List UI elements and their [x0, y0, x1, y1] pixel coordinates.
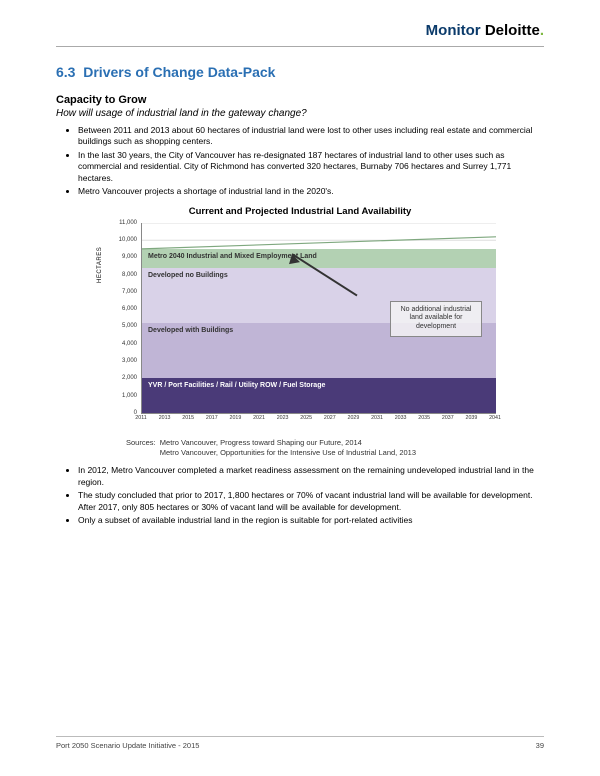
y-tick: 11,000: [119, 220, 137, 226]
section-number: 6.3: [56, 64, 75, 80]
x-tick: 2031: [371, 415, 383, 421]
source-line-1: Metro Vancouver, Progress toward Shaping…: [160, 438, 362, 447]
y-tick: 3,000: [122, 358, 137, 364]
x-tick: 2041: [489, 415, 501, 421]
y-tick: 9,000: [122, 254, 137, 260]
x-tick: 2033: [395, 415, 407, 421]
chart-band-label: Metro 2040 Industrial and Mixed Employme…: [148, 253, 317, 260]
section-heading: 6.3 Drivers of Change Data-Pack: [56, 64, 544, 80]
list-item: In 2012, Metro Vancouver completed a mar…: [78, 465, 544, 488]
bullet-list-top: Between 2011 and 2013 about 60 hectares …: [78, 125, 544, 198]
x-tick: 2035: [418, 415, 430, 421]
x-tick: 2029: [347, 415, 359, 421]
y-tick: 4,000: [122, 341, 137, 347]
chart-callout: No additional industrial land available …: [390, 301, 482, 337]
x-ticks: 2011201320152017201920212023202520272029…: [141, 415, 495, 427]
header-rule: [56, 46, 544, 47]
x-tick: 2013: [159, 415, 171, 421]
footer: Port 2050 Scenario Update Initiative - 2…: [56, 736, 544, 750]
y-tick: 2,000: [122, 375, 137, 381]
list-item: Between 2011 and 2013 about 60 hectares …: [78, 125, 544, 148]
y-ticks: 01,0002,0003,0004,0005,0006,0007,0008,00…: [105, 223, 139, 413]
sources-label: Sources:: [126, 438, 156, 447]
x-tick: 2023: [277, 415, 289, 421]
chart: HECTARES 01,0002,0003,0004,0005,0006,000…: [105, 223, 495, 428]
x-tick: 2039: [465, 415, 477, 421]
brand-monitor: Monitor: [426, 22, 485, 39]
x-tick: 2027: [324, 415, 336, 421]
list-item: Metro Vancouver projects a shortage of i…: [78, 186, 544, 197]
x-tick: 2025: [300, 415, 312, 421]
source-line-2: Metro Vancouver, Opportunities for the I…: [160, 448, 416, 457]
x-tick: 2021: [253, 415, 265, 421]
y-tick: 7,000: [122, 289, 137, 295]
y-axis-label: HECTARES: [97, 247, 103, 283]
brand-logo: Monitor Deloitte.: [426, 22, 544, 39]
section-title: Drivers of Change Data-Pack: [83, 64, 275, 80]
chart-band-label: Developed no Buildings: [148, 272, 228, 279]
y-tick: 5,000: [122, 323, 137, 329]
y-tick: 1,000: [122, 393, 137, 399]
x-tick: 2015: [182, 415, 194, 421]
x-tick: 2037: [442, 415, 454, 421]
brand-dot: .: [540, 22, 544, 39]
x-tick: 2019: [229, 415, 241, 421]
bullet-list-bottom: In 2012, Metro Vancouver completed a mar…: [78, 465, 544, 526]
plot-area: YVR / Port Facilities / Rail / Utility R…: [141, 223, 496, 414]
page: Monitor Deloitte. 6.3 Drivers of Change …: [0, 0, 600, 776]
x-tick: 2017: [206, 415, 218, 421]
y-tick: 6,000: [122, 306, 137, 312]
footer-left: Port 2050 Scenario Update Initiative - 2…: [56, 741, 199, 750]
chart-title: Current and Projected Industrial Land Av…: [56, 206, 544, 217]
y-tick: 8,000: [122, 272, 137, 278]
question: How will usage of industrial land in the…: [56, 108, 544, 119]
subheading: Capacity to Grow: [56, 94, 544, 106]
chart-band-label: Developed with Buildings: [148, 327, 233, 334]
chart-band-label: YVR / Port Facilities / Rail / Utility R…: [148, 382, 325, 389]
sources: Sources: Metro Vancouver, Progress towar…: [126, 438, 544, 458]
x-tick: 2011: [135, 415, 146, 421]
list-item: The study concluded that prior to 2017, …: [78, 490, 544, 513]
list-item: In the last 30 years, the City of Vancou…: [78, 150, 544, 184]
chart-container: HECTARES 01,0002,0003,0004,0005,0006,000…: [105, 223, 495, 428]
footer-page-number: 39: [536, 741, 544, 750]
brand-deloitte: Deloitte: [485, 22, 540, 39]
list-item: Only a subset of available industrial la…: [78, 515, 544, 526]
y-tick: 10,000: [119, 237, 137, 243]
